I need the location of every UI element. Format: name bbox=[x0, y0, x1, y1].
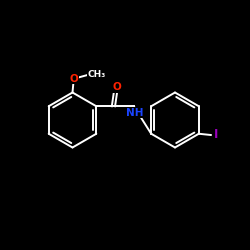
Text: CH₃: CH₃ bbox=[87, 70, 106, 80]
Text: O: O bbox=[70, 74, 78, 84]
Text: NH: NH bbox=[126, 108, 143, 118]
Text: O: O bbox=[113, 82, 122, 92]
Text: I: I bbox=[214, 128, 218, 141]
